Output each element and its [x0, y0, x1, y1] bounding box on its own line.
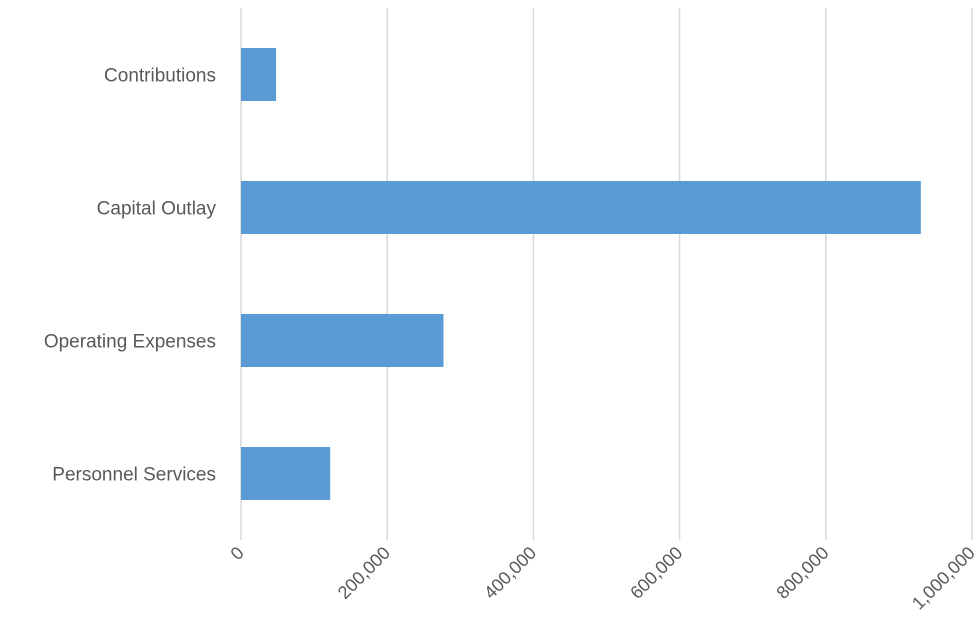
bars — [241, 48, 921, 500]
bar-contributions — [241, 48, 277, 101]
bar-personnel-services — [241, 447, 331, 500]
x-tick-label: 600,000 — [626, 543, 686, 603]
x-tick-label: 400,000 — [480, 543, 540, 603]
x-tick-labels: 0 200,000 400,000 600,000 800,000 1,000,000 — [227, 543, 977, 614]
x-tick-label: 0 — [227, 543, 248, 564]
x-tick-label: 1,000,000 — [908, 543, 977, 614]
x-tick-label: 800,000 — [772, 543, 832, 603]
bar-operating-expenses — [241, 314, 444, 367]
gridlines — [240, 8, 973, 540]
category-label: Operating Expenses — [44, 332, 216, 353]
category-labels: Contributions Capital Outlay Operating Exp… — [44, 66, 217, 486]
bar-capital-outlay — [241, 181, 921, 234]
category-label: Capital Outlay — [97, 199, 217, 220]
x-tick-label: 200,000 — [334, 543, 394, 603]
category-label: Personnel Services — [52, 465, 216, 486]
category-label: Contributions — [104, 66, 216, 87]
